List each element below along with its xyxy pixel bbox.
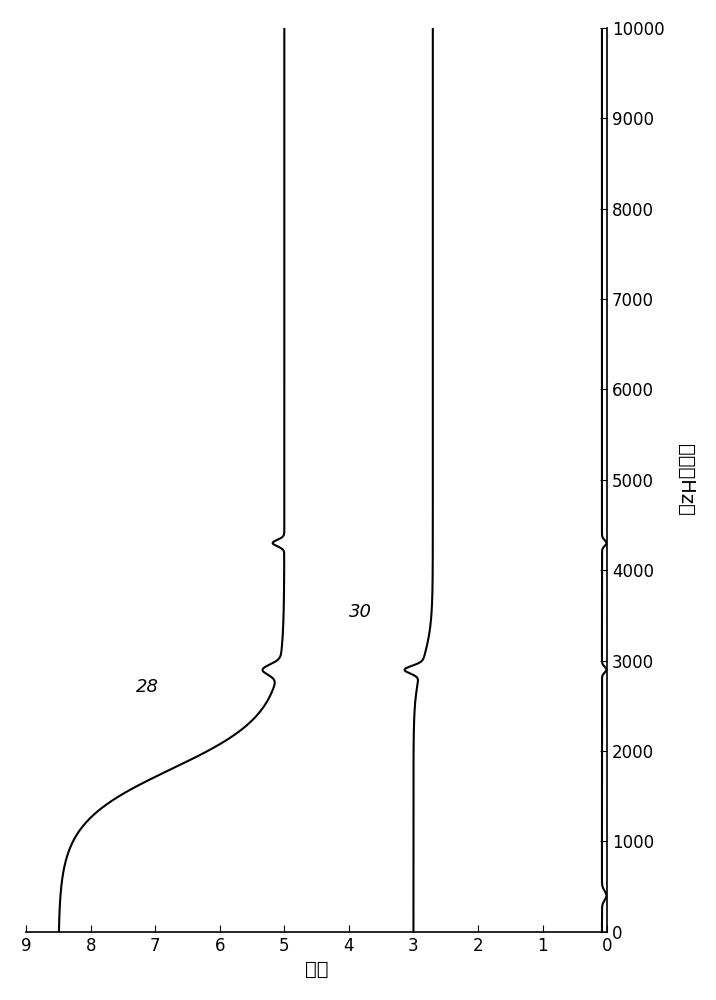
- X-axis label: 幅位: 幅位: [305, 960, 329, 979]
- Text: 30: 30: [349, 603, 372, 621]
- Y-axis label: 频率（Hz）: 频率（Hz）: [676, 444, 695, 516]
- Text: 28: 28: [136, 678, 159, 696]
